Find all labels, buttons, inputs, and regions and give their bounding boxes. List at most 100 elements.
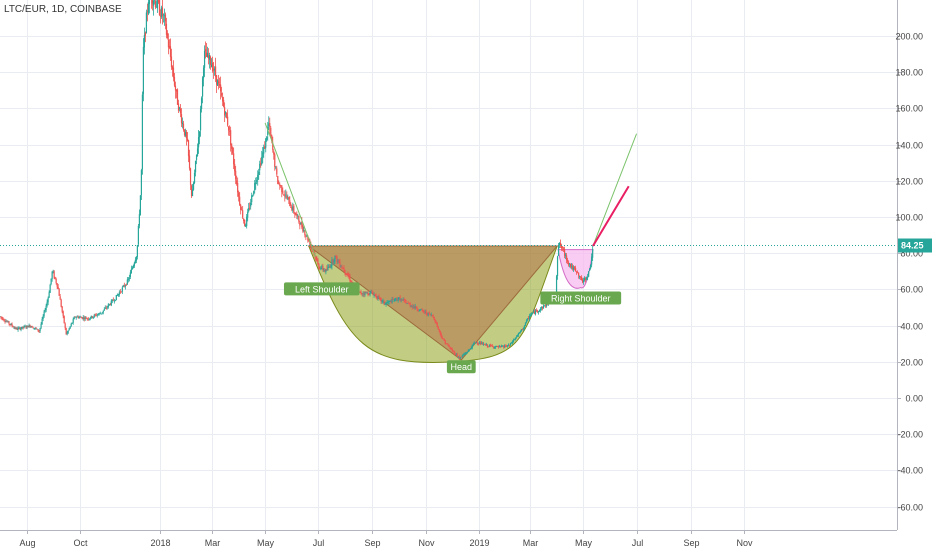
candle-body bbox=[111, 299, 113, 302]
candle-body bbox=[475, 342, 477, 343]
candle-body bbox=[205, 52, 208, 57]
candle-body bbox=[392, 299, 394, 301]
candle-body bbox=[304, 231, 306, 236]
candle-body bbox=[270, 127, 272, 137]
candle-body bbox=[420, 309, 422, 310]
candle-body bbox=[514, 337, 517, 340]
candle-body bbox=[51, 271, 53, 280]
candle-body bbox=[31, 326, 33, 328]
candle-body bbox=[233, 153, 235, 165]
y-tick-label: 40.00 bbox=[900, 322, 923, 332]
candle-body bbox=[589, 268, 591, 271]
candle-body bbox=[231, 143, 233, 149]
candle-body bbox=[363, 293, 365, 295]
candle-body bbox=[69, 326, 71, 329]
candle-body bbox=[102, 310, 104, 313]
candle-body bbox=[287, 198, 289, 200]
candle-body bbox=[132, 265, 134, 268]
last-price-badge bbox=[898, 238, 932, 253]
candle-body bbox=[442, 338, 444, 340]
candle-body bbox=[455, 354, 457, 355]
candle-body bbox=[490, 345, 492, 347]
candle-body bbox=[63, 315, 65, 324]
candle-body bbox=[55, 278, 57, 283]
candle-body bbox=[204, 49, 207, 52]
candle-body bbox=[407, 302, 409, 304]
candle-body bbox=[302, 226, 304, 232]
candle-body bbox=[277, 175, 279, 184]
candle-body bbox=[501, 345, 504, 347]
candle-body bbox=[207, 55, 210, 59]
candle-body bbox=[93, 314, 95, 317]
candle-body bbox=[215, 66, 217, 77]
candle-body bbox=[458, 356, 460, 359]
candle-body bbox=[417, 309, 419, 311]
candle-body bbox=[7, 321, 9, 323]
candle-body bbox=[188, 155, 191, 169]
price-axis[interactable]: 200.00 180.00 160.00 140.00 120.00 100.00 80.0… bbox=[895, 32, 923, 513]
candle-body bbox=[22, 326, 24, 328]
candle-body bbox=[478, 342, 480, 345]
candle-body bbox=[537, 311, 540, 313]
candle-body bbox=[388, 301, 390, 302]
candle-body bbox=[361, 293, 363, 294]
pattern-label: Head bbox=[451, 362, 473, 372]
candle-body bbox=[395, 298, 397, 300]
candle-body bbox=[386, 302, 388, 304]
candle-body bbox=[276, 168, 278, 175]
candle-body bbox=[532, 311, 535, 313]
candle-body bbox=[398, 297, 400, 299]
candle-body bbox=[178, 107, 181, 109]
candle-body bbox=[538, 310, 541, 312]
candle-body bbox=[29, 325, 31, 327]
candle-body bbox=[528, 315, 531, 320]
candle-body bbox=[210, 64, 213, 68]
candle-body bbox=[82, 317, 84, 319]
candle-body bbox=[432, 316, 434, 318]
candle-body bbox=[517, 333, 520, 336]
candle-body bbox=[335, 255, 337, 257]
candle-body bbox=[523, 325, 526, 329]
candle-body bbox=[12, 326, 14, 328]
candle-body bbox=[562, 248, 565, 250]
candle-body bbox=[440, 333, 442, 338]
candle-body bbox=[172, 67, 175, 78]
time-axis[interactable]: Aug Oct 2018 Mar May Jul Sep Nov 2019 Mar May Jul Se… bbox=[19, 530, 753, 548]
candle-body bbox=[154, 0, 157, 8]
candle-body bbox=[410, 305, 412, 307]
candle-body bbox=[174, 85, 177, 91]
candle-body bbox=[41, 319, 43, 325]
candle-body bbox=[39, 327, 41, 332]
candle-body bbox=[438, 329, 440, 331]
candle-body bbox=[247, 211, 249, 218]
candle-body bbox=[97, 314, 99, 316]
candle-body bbox=[18, 327, 20, 329]
candle-body bbox=[457, 356, 459, 358]
candle-body bbox=[48, 292, 50, 298]
candle-body bbox=[134, 259, 136, 263]
candle-body bbox=[157, 0, 160, 3]
candle-body bbox=[268, 123, 270, 127]
candle-body bbox=[14, 327, 16, 329]
candle-body bbox=[378, 296, 380, 298]
candle-body bbox=[464, 353, 466, 355]
x-tick-label: Nov bbox=[418, 538, 435, 548]
candle-body bbox=[451, 349, 453, 351]
candle-body bbox=[319, 267, 321, 269]
last-price-label: 84.25 bbox=[901, 241, 924, 251]
candle-body bbox=[71, 322, 73, 324]
candle-body bbox=[220, 84, 222, 92]
candle-body bbox=[463, 354, 465, 355]
candle-body bbox=[98, 313, 100, 314]
candle-body bbox=[83, 317, 85, 320]
candle-body bbox=[272, 142, 274, 150]
y-tick-label: 180.00 bbox=[895, 68, 923, 78]
candle-body bbox=[239, 196, 241, 205]
candle-body bbox=[5, 321, 7, 323]
candle-body bbox=[168, 45, 171, 48]
y-tick-label: 200.00 bbox=[895, 32, 923, 42]
candle-body bbox=[423, 311, 425, 313]
candle-body bbox=[26, 325, 28, 328]
